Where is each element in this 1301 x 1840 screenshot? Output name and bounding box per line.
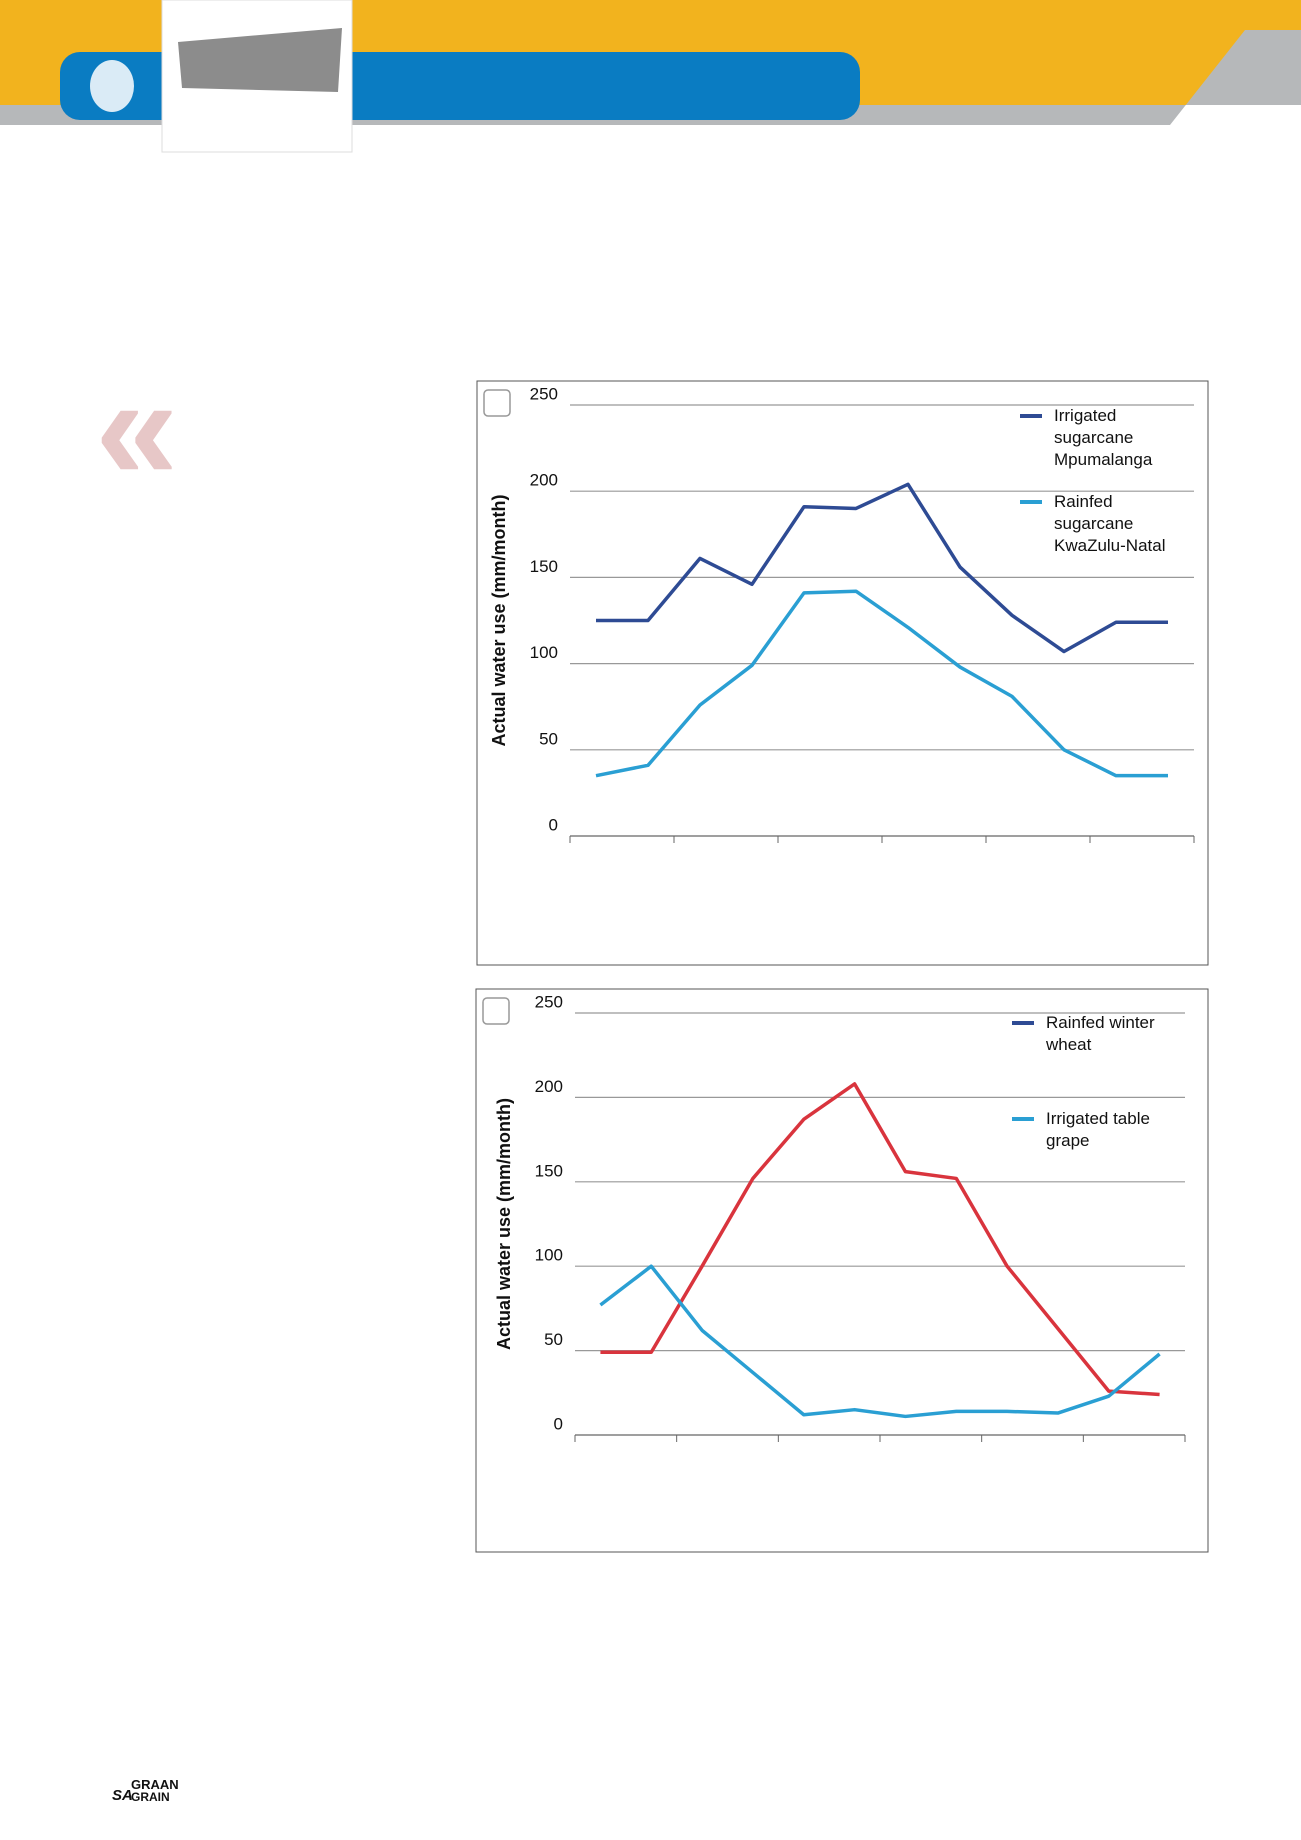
footer-logo: GRAAN [131,1777,179,1792]
y-tick-label: 50 [539,729,558,748]
logo [90,60,134,112]
y-tick-label: 0 [549,815,558,834]
y-tick-label: 200 [530,471,558,490]
y-tick-label: 0 [554,1414,563,1433]
panel-box [483,389,511,417]
y-axis-label: Actual water use (mm/month) [494,1098,514,1350]
y-tick-label: 100 [530,643,558,662]
panel-box [482,997,510,1025]
y-tick-label: 150 [535,1161,563,1180]
y-tick-label: 50 [544,1330,563,1349]
quote-mark: « [95,344,178,512]
y-tick-label: 150 [530,557,558,576]
line-series [595,589,1168,778]
footer-logo-left: SA [112,1787,133,1804]
legend-label: Irrigated table grape [1046,1109,1150,1150]
chart-frame [476,380,1209,966]
tab-label [178,28,342,92]
line-series [596,482,1168,654]
legend-label: Irrigated sugarcane Mpumalanga [1054,406,1153,469]
footer-logo-bottom: GRAIN [131,1790,170,1804]
footer-logo-top: GRAAN [131,1777,179,1792]
legend-label: Rainfed sugarcane KwaZulu-Natal [1054,492,1166,555]
y-tick-label: 250 [530,384,558,403]
y-tick-label: 200 [535,1077,563,1096]
line-series [599,1264,1161,1419]
line-series [600,1082,1160,1397]
legend-label: Rainfed winter wheat [1046,1013,1155,1054]
chart-frame [475,988,1209,1553]
y-axis-label: Actual water use (mm/month) [489,494,509,746]
y-tick-label: 100 [535,1246,563,1265]
y-tick-label: 250 [535,992,563,1011]
